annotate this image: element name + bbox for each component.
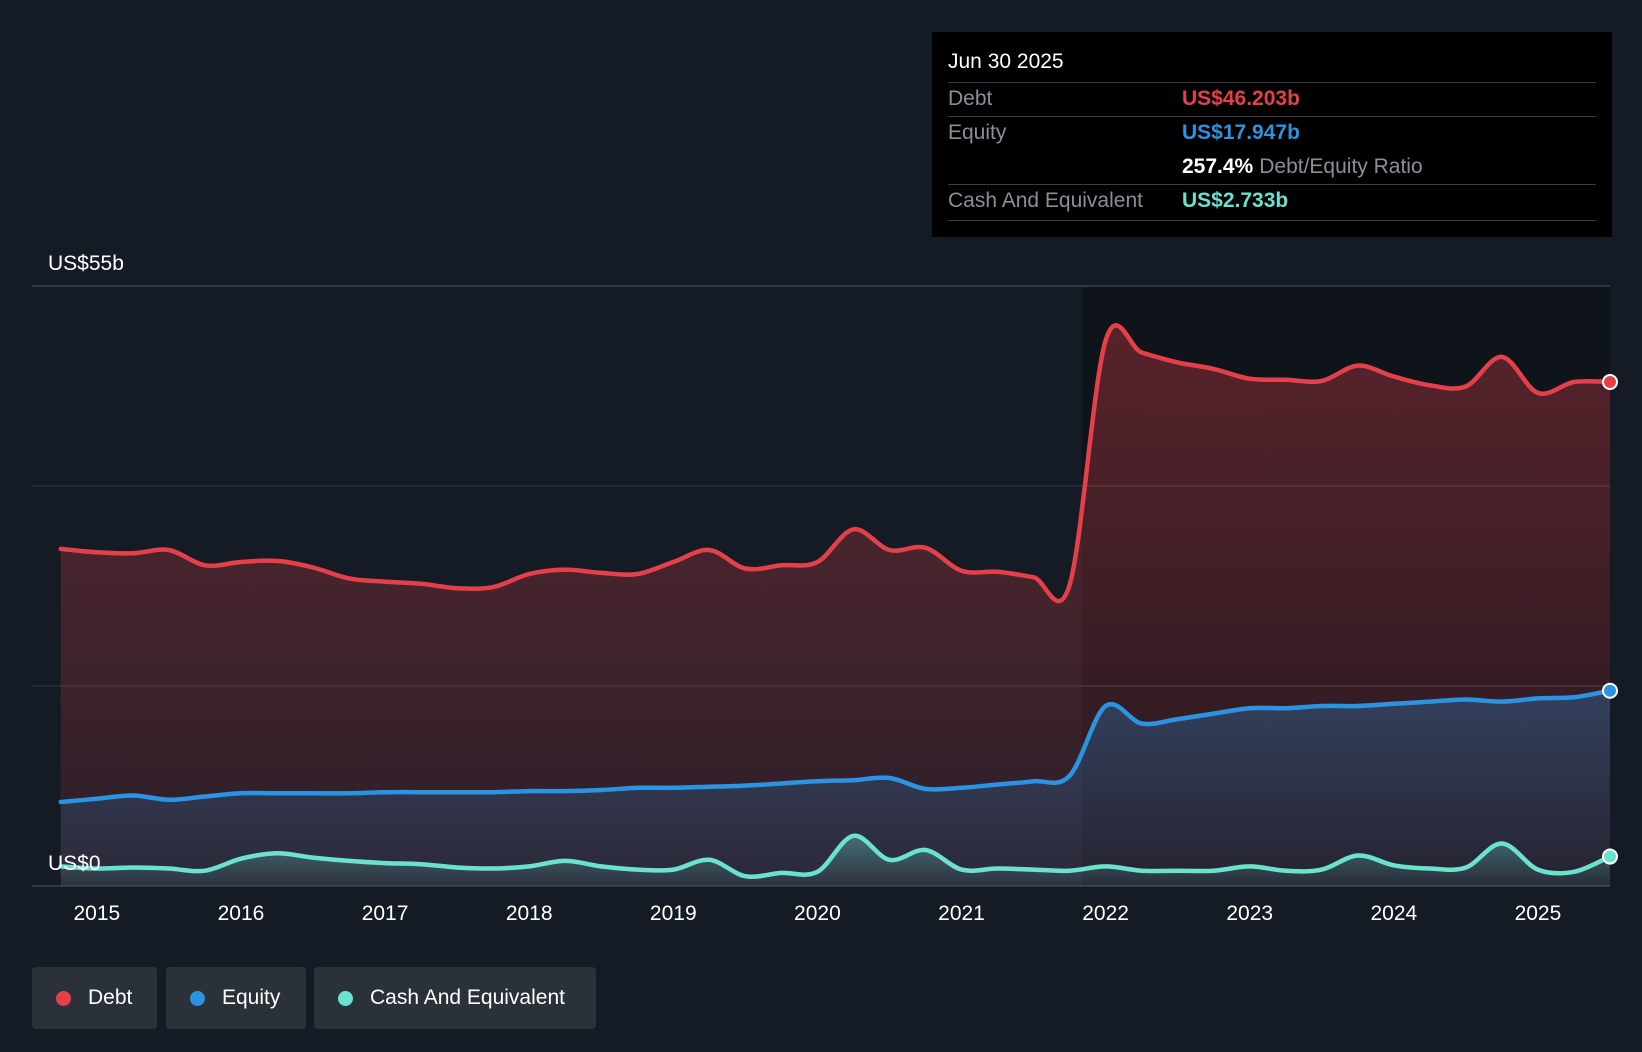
series-lines <box>58 323 1613 879</box>
legend-label-debt: Debt <box>88 986 133 1009</box>
tooltip-divider <box>948 220 1596 221</box>
tooltip-divider <box>948 184 1596 185</box>
legend-item-debt[interactable]: Debt <box>32 967 157 1029</box>
tooltip-cash-label: Cash And Equivalent <box>948 189 1143 212</box>
series-areas <box>60 325 1610 886</box>
x-tick-label: 2023 <box>1226 902 1273 925</box>
x-tick-label: 2020 <box>794 902 841 925</box>
x-tick-label: 2024 <box>1370 902 1417 925</box>
x-tick-label: 2021 <box>938 902 985 925</box>
tooltip-debt-label: Debt <box>948 87 993 110</box>
cash-endpoint <box>1602 848 1618 865</box>
tooltip-ratio-value: 257.4% <box>1182 155 1254 178</box>
tooltip-cash-value: US$2.733b <box>1182 189 1289 212</box>
tooltip-row-cash: Cash And Equivalent US$2.733b <box>948 184 1596 218</box>
x-tick-label: 2017 <box>362 902 409 925</box>
cash-area <box>60 835 1610 886</box>
y-axis-bottom-label: US$0 <box>48 852 101 875</box>
debt-line <box>58 323 1613 604</box>
x-tick-label: 2016 <box>218 902 265 925</box>
equity-line <box>58 688 1613 805</box>
cash-line <box>58 833 1613 879</box>
tooltip-row-debt: Debt US$46.203b <box>948 82 1596 116</box>
x-tick-label: 2015 <box>73 902 120 925</box>
equity-area <box>60 690 1610 886</box>
x-tick-label: 2025 <box>1515 902 1562 925</box>
legend-item-equity[interactable]: Equity <box>166 967 306 1029</box>
x-axis-ticks: 2015 2016 2017 2018 2019 2020 2021 2022 2023 2024… <box>73 902 1561 925</box>
tooltip-equity-label: Equity <box>948 121 1007 144</box>
debt-endpoint <box>1602 374 1618 390</box>
tooltip-panel: Jun 30 2025 Debt US$46.203b Equity US$17… <box>932 32 1612 237</box>
tooltip-ratio-label: Debt/Equity Ratio <box>1259 155 1423 178</box>
series-endpoints <box>1602 374 1618 865</box>
tooltip-row-equity: Equity US$17.947b <box>948 116 1596 150</box>
tooltip-equity-value: US$17.947b <box>1182 121 1300 144</box>
x-tick-label: 2018 <box>506 902 553 925</box>
tooltip-row-ratio: 257.4% Debt/Equity Ratio <box>948 150 1596 184</box>
tooltip-debt-value: US$46.203b <box>1182 87 1300 110</box>
legend-label-equity: Equity <box>222 986 281 1009</box>
tooltip-date: Jun 30 2025 <box>948 50 1064 73</box>
tooltip-divider <box>948 116 1596 117</box>
y-axis-top-label: US$55b <box>48 252 124 275</box>
x-tick-label: 2019 <box>650 902 697 925</box>
x-tick-label: 2022 <box>1082 902 1129 925</box>
legend-dot-debt-icon <box>56 991 71 1006</box>
legend-item-cash[interactable]: Cash And Equivalent <box>314 967 596 1029</box>
legend-label-cash: Cash And Equivalent <box>370 986 565 1009</box>
tooltip-ratio-value-wrap: 257.4% Debt/Equity Ratio <box>1182 155 1423 179</box>
legend-dot-cash-icon <box>338 991 353 1006</box>
equity-endpoint <box>1602 682 1618 699</box>
legend-dot-equity-icon <box>190 991 205 1006</box>
tooltip-divider <box>948 82 1596 83</box>
